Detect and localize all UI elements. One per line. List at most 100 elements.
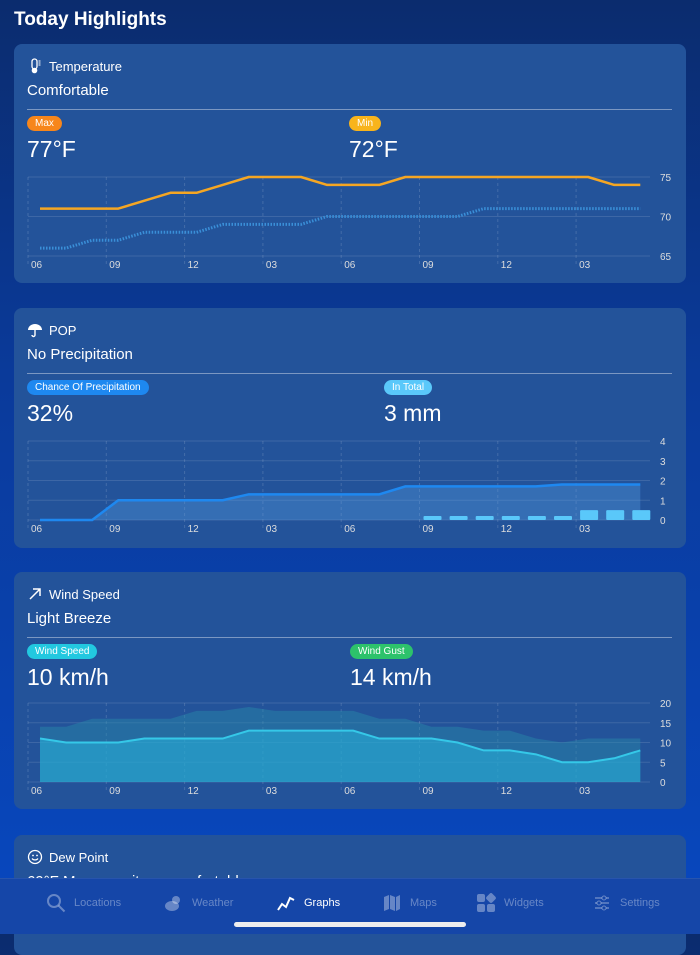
card-header: Temperature xyxy=(27,58,122,74)
x-tick-label: 12 xyxy=(501,786,513,797)
cloud-sun-icon xyxy=(165,896,180,911)
x-tick-label: 12 xyxy=(188,524,200,535)
x-tick-label: 12 xyxy=(188,260,200,271)
speed-area xyxy=(40,730,641,782)
tab-label: Locations xyxy=(74,897,122,909)
tab-locations[interactable]: Locations xyxy=(46,893,121,913)
card-status: No Precipitation xyxy=(27,346,133,363)
gust-value: 14 km/h xyxy=(350,664,432,690)
tab-graphs[interactable]: Graphs xyxy=(276,893,340,913)
y-tick-label: 4 xyxy=(660,437,666,448)
temperature-chart: 75 70 65 06 09 12 03 06 09 12 03 xyxy=(27,173,672,271)
tab-maps[interactable]: Maps xyxy=(382,893,437,913)
x-tick-label: 09 xyxy=(109,260,121,271)
x-tick-label: 03 xyxy=(579,260,591,271)
y-tick-label: 65 xyxy=(660,252,672,263)
card-header: POP xyxy=(27,322,76,338)
min-temp-line xyxy=(40,207,641,250)
arrow-up-right-icon xyxy=(29,588,41,600)
card-title: Temperature xyxy=(49,58,122,74)
precip-bar xyxy=(606,510,625,520)
x-tick-label: 06 xyxy=(31,260,43,271)
x-tick-label: 06 xyxy=(344,524,356,535)
divider xyxy=(27,373,672,374)
x-tick-label: 12 xyxy=(501,524,513,535)
pop-line xyxy=(40,483,641,522)
precip-bar xyxy=(527,516,546,520)
wind-card[interactable]: Wind Speed Light Breeze Wind Speed Wind … xyxy=(14,572,686,809)
x-tick-label: 03 xyxy=(266,524,278,535)
divider xyxy=(27,109,672,110)
precip-bar xyxy=(449,516,468,520)
y-tick-label: 10 xyxy=(660,739,672,750)
chance-badge: Chance Of Precipitation xyxy=(27,380,149,395)
total-badge: In Total xyxy=(384,380,433,395)
umbrella-icon xyxy=(28,324,42,338)
tab-label: Settings xyxy=(620,897,660,909)
card-header: Wind Speed xyxy=(27,586,120,602)
precip-bar xyxy=(554,516,572,520)
smiley-icon xyxy=(27,849,43,865)
precip-bar xyxy=(475,516,494,520)
precip-bar xyxy=(580,510,599,520)
divider xyxy=(27,637,672,638)
tab-widgets[interactable]: Widgets xyxy=(476,893,544,913)
min-badge: Min xyxy=(349,116,382,131)
x-tick-label: 09 xyxy=(423,524,435,535)
y-tick-label: 0 xyxy=(660,778,666,789)
card-header: Dew Point xyxy=(27,849,108,865)
card-title: POP xyxy=(49,322,77,338)
y-tick-label: 20 xyxy=(660,699,672,710)
y-tick-label: 5 xyxy=(660,758,666,769)
widgets-icon xyxy=(477,893,496,912)
y-tick-label: 3 xyxy=(660,457,666,468)
y-tick-label: 2 xyxy=(660,477,666,488)
x-tick-label: 09 xyxy=(423,260,435,271)
y-tick-label: 1 xyxy=(660,496,666,507)
tab-label: Graphs xyxy=(304,897,341,909)
x-tick-label: 06 xyxy=(31,524,43,535)
y-tick-label: 0 xyxy=(660,516,666,527)
max-badge: Max xyxy=(27,116,62,131)
x-tick-label: 06 xyxy=(344,260,356,271)
x-tick-label: 03 xyxy=(579,786,591,797)
x-tick-label: 12 xyxy=(501,260,513,271)
speed-value: 10 km/h xyxy=(27,664,109,690)
x-tick-label: 12 xyxy=(188,786,200,797)
map-icon xyxy=(384,895,400,911)
total-value: 3 mm xyxy=(384,400,442,426)
precip-bar xyxy=(632,510,651,520)
speed-badge: Wind Speed xyxy=(27,644,98,659)
search-icon xyxy=(47,894,66,913)
x-tick-label: 03 xyxy=(266,260,278,271)
x-tick-label: 03 xyxy=(579,524,591,535)
min-value: 72°F xyxy=(349,136,398,162)
card-title: Dew Point xyxy=(49,849,109,865)
x-tick-label: 09 xyxy=(109,524,121,535)
x-tick-label: 06 xyxy=(31,786,43,797)
page-title: Today Highlights xyxy=(14,9,167,30)
wind-chart: 20 15 10 5 0 06 09 12 03 06 09 12 03 xyxy=(27,699,672,797)
max-value: 77°F xyxy=(27,136,76,162)
tab-settings[interactable]: Settings xyxy=(592,893,660,913)
home-indicator[interactable] xyxy=(234,922,466,927)
temperature-card[interactable]: Temperature Comfortable Max Min 77°F 72°… xyxy=(14,44,686,283)
tab-weather[interactable]: Weather xyxy=(164,893,233,913)
tab-label: Maps xyxy=(410,897,437,909)
precip-bar xyxy=(423,516,442,520)
speed-line xyxy=(39,729,641,764)
pop-chart: 4 3 2 1 0 06 09 12 03 06 09 12 03 xyxy=(27,437,666,535)
x-tick-label: 09 xyxy=(423,786,435,797)
max-temp-line xyxy=(40,175,641,210)
pop-area xyxy=(40,484,641,520)
graph-icon xyxy=(277,896,295,911)
tab-label: Widgets xyxy=(504,897,544,909)
precip-bar xyxy=(501,516,520,520)
y-tick-label: 70 xyxy=(660,213,672,224)
pop-card[interactable]: POP No Precipitation Chance Of Precipita… xyxy=(14,308,686,548)
x-tick-label: 09 xyxy=(109,786,121,797)
tab-label: Weather xyxy=(192,897,234,909)
card-status: Comfortable xyxy=(27,82,109,99)
card-title: Wind Speed xyxy=(49,586,120,602)
x-tick-label: 06 xyxy=(344,786,356,797)
